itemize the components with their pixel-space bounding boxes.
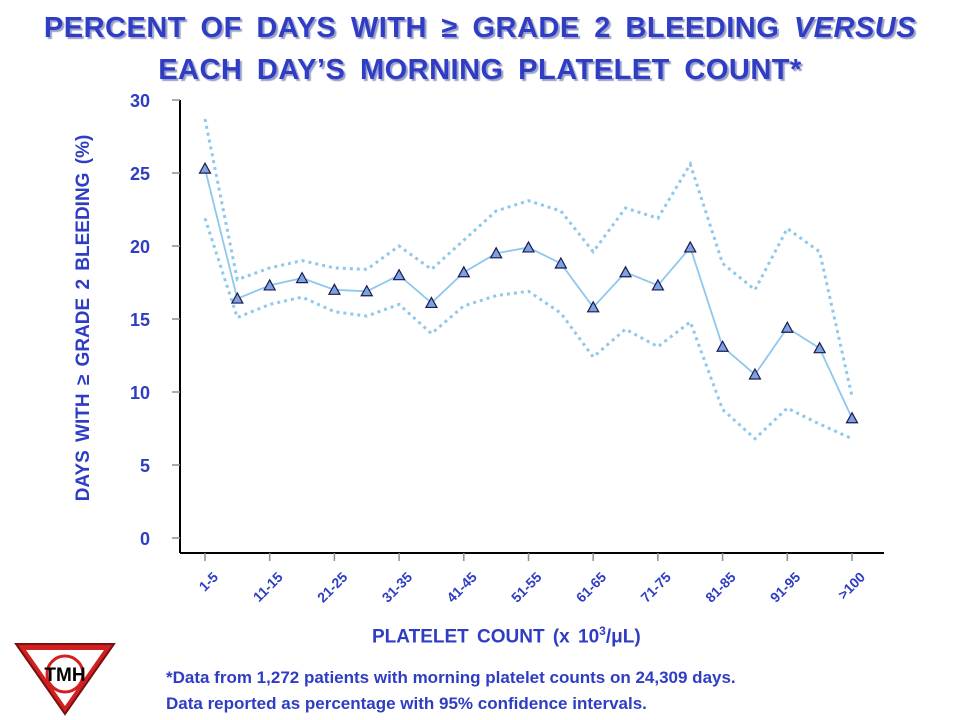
data-point-marker xyxy=(748,367,762,380)
data-point-marker xyxy=(521,240,536,253)
data-point-marker xyxy=(845,411,859,424)
x-axis-title-suffix: /μL) xyxy=(605,626,641,648)
x-tick-label: 41-45 xyxy=(443,569,480,606)
data-point-marker xyxy=(619,265,633,278)
y-tick-label: 10 xyxy=(130,383,150,403)
data-point-marker xyxy=(392,268,406,281)
chart-title-main: PERCENT OF DAYS WITH ≥ GRADE 2 BLEEDING xyxy=(43,12,794,44)
data-point-marker xyxy=(683,240,697,253)
data-point-marker xyxy=(327,283,341,295)
data-point-marker xyxy=(716,339,730,352)
footnote-line1: *Data from 1,272 patients with morning p… xyxy=(166,668,736,687)
logo-text: TMH xyxy=(44,665,85,686)
data-point-marker xyxy=(457,265,471,278)
data-point-marker xyxy=(489,246,503,259)
y-tick-label: 15 xyxy=(130,310,150,330)
x-axis-title: PLATELET COUNT (x 103/μL) xyxy=(372,624,641,648)
y-tick-label: 30 xyxy=(130,91,150,111)
x-tick-label: 71-75 xyxy=(637,569,674,606)
data-point-marker xyxy=(651,278,665,291)
x-tick-label: 1-5 xyxy=(195,569,221,595)
y-tick-label: 25 xyxy=(130,164,150,184)
x-tick-label: 11-15 xyxy=(250,569,286,605)
x-tick-label: 61-65 xyxy=(573,569,610,606)
x-axis-title-prefix: PLATELET COUNT (x 10 xyxy=(372,626,600,648)
data-point-marker xyxy=(554,256,568,269)
data-point-marker xyxy=(230,291,244,304)
y-tick-label: 20 xyxy=(130,237,150,257)
chart-title-italic: VERSUS xyxy=(793,12,917,44)
x-tick-label: 21-25 xyxy=(314,569,351,606)
lower-ci-line xyxy=(203,217,853,441)
data-point-marker xyxy=(198,161,212,174)
chart-title-line1: PERCENT OF DAYS WITH ≥ GRADE 2 BLEEDING … xyxy=(0,12,960,45)
upper-ci-line xyxy=(203,118,854,397)
chart-title-line2: EACH DAY’S MORNING PLATELET COUNT* xyxy=(158,54,802,86)
y-tick-label: 0 xyxy=(140,529,150,549)
data-point-marker xyxy=(780,321,794,333)
data-point-marker xyxy=(586,300,600,313)
x-tick-label: 31-35 xyxy=(379,569,416,606)
data-point-marker xyxy=(263,278,277,291)
x-tick-label: >100 xyxy=(835,569,869,603)
y-tick-label: 5 xyxy=(140,456,150,476)
data-point-marker xyxy=(360,284,374,297)
tmh-logo: TMH xyxy=(14,643,116,716)
x-tick-label: 81-85 xyxy=(702,569,739,606)
data-point-marker xyxy=(295,271,309,284)
estimate-line xyxy=(204,168,853,419)
data-point-marker xyxy=(424,296,438,309)
x-axis-title-sup: 3 xyxy=(599,624,606,638)
footnote-line2: Data reported as percentage with 95% con… xyxy=(166,694,647,713)
x-tick-label: 51-55 xyxy=(508,569,545,606)
data-point-marker xyxy=(813,341,827,354)
x-tick-label: 91-95 xyxy=(767,569,804,606)
